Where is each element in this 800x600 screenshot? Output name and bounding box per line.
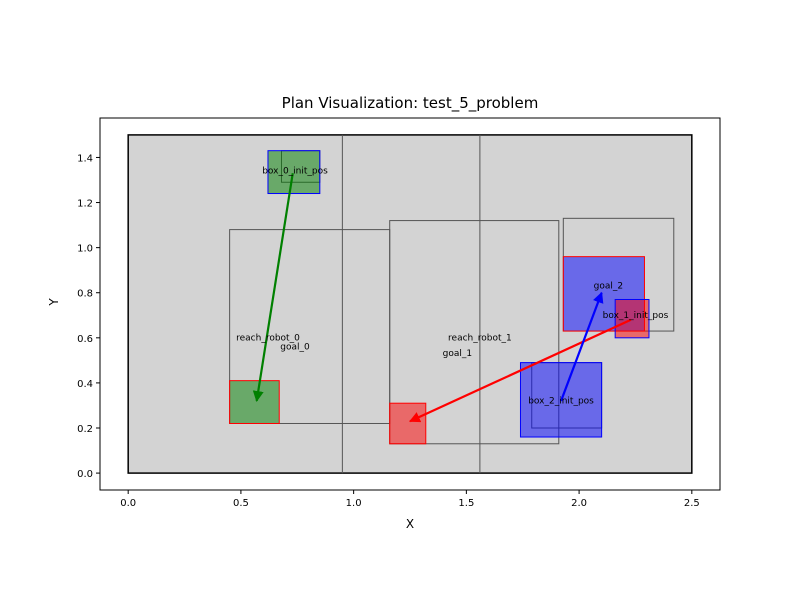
- arrow-box-1: [409, 318, 632, 423]
- chart-title: Plan Visualization: test_5_problem: [282, 94, 539, 113]
- x-axis-title: X: [406, 517, 414, 531]
- y-tick-label-7: 1.4: [77, 153, 93, 164]
- x-tick-label-0: 0.0: [120, 498, 136, 509]
- y-axis-title: Y: [47, 298, 61, 307]
- axes: 0.0 0.5 1.0 1.5 2.0 2.5 0.0 0.2 0.4 0.6 0.8 1.0 1.2 1…: [77, 117, 721, 509]
- y-tick-label-6: 1.2: [77, 199, 93, 210]
- x-tick-label-2: 1.0: [346, 498, 362, 509]
- y-tick-label-0: 0.0: [77, 469, 93, 480]
- label-goal-0: goal_0: [280, 342, 310, 352]
- box-0-init-rect: [267, 150, 321, 195]
- label-goal-2: goal_2: [594, 281, 623, 291]
- label-reach-robot-0: reach_robot_0: [236, 333, 300, 343]
- label-box-0-init-pos: box_0_init_pos: [262, 166, 328, 176]
- box-1-init-rect: [614, 298, 650, 339]
- x-tick-label-4: 2.0: [571, 498, 587, 509]
- label-box-1-init-pos: box_1_init_pos: [603, 311, 669, 321]
- arrow-box-2: [560, 291, 604, 402]
- arrow-box-0: [252, 173, 294, 403]
- label-goal-1: goal_1: [443, 349, 472, 359]
- goal-1-rect: [389, 402, 427, 445]
- x-tick-label-1: 0.5: [233, 498, 249, 509]
- x-tick-label-5: 2.5: [684, 498, 700, 509]
- y-tick-label-1: 0.2: [77, 424, 93, 435]
- y-tick-label-4: 0.8: [77, 289, 93, 300]
- label-box-2-init-pos: box_2_init_pos: [528, 396, 594, 406]
- goal-0-rect: [229, 380, 280, 424]
- x-tick-label-3: 1.5: [458, 498, 474, 509]
- y-tick-label-2: 0.4: [77, 379, 93, 390]
- reach-robot-1-rect: [389, 220, 560, 445]
- axes-frame: [99, 117, 721, 491]
- y-tick-label-3: 0.6: [77, 334, 93, 345]
- label-reach-robot-1: reach_robot_1: [448, 333, 512, 343]
- y-tick-label-5: 1.0: [77, 244, 93, 255]
